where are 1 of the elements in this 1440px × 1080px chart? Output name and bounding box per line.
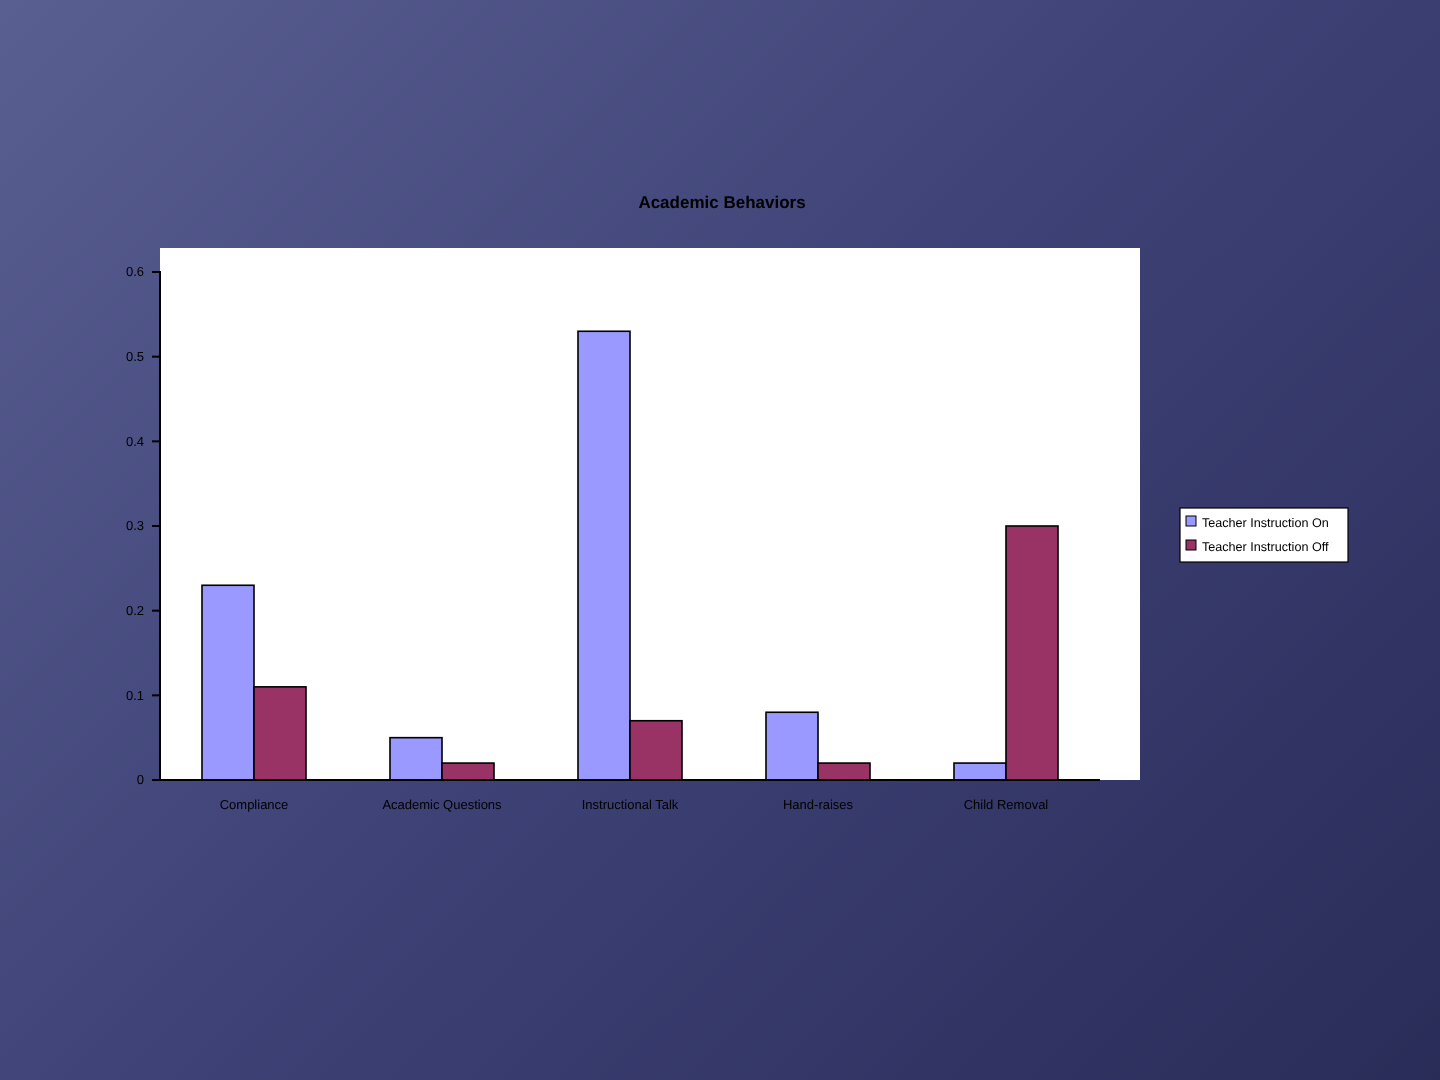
chart-title: Academic Behaviors	[638, 192, 807, 212]
